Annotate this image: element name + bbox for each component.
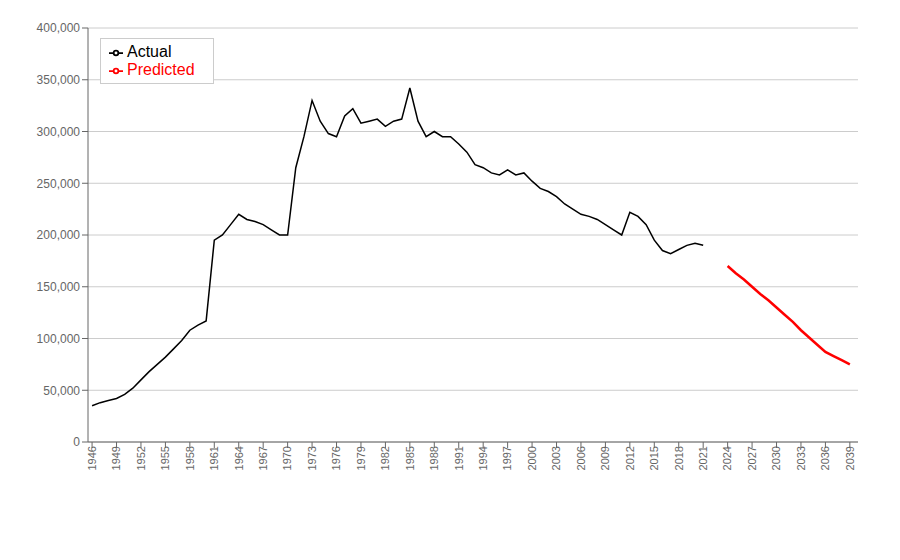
svg-text:1997: 1997 [501, 446, 513, 470]
svg-text:1973: 1973 [306, 446, 318, 470]
svg-text:1946: 1946 [86, 446, 98, 470]
svg-text:1976: 1976 [330, 446, 342, 470]
svg-text:1958: 1958 [184, 446, 196, 470]
svg-text:1982: 1982 [379, 446, 391, 470]
svg-text:1949: 1949 [110, 446, 122, 470]
svg-text:2000: 2000 [526, 446, 538, 470]
svg-text:2021: 2021 [697, 446, 709, 470]
svg-text:100,000: 100,000 [37, 332, 81, 346]
svg-text:1988: 1988 [428, 446, 440, 470]
svg-text:1985: 1985 [404, 446, 416, 470]
svg-text:50,000: 50,000 [43, 384, 80, 398]
svg-text:2024: 2024 [721, 446, 733, 470]
svg-text:2012: 2012 [624, 446, 636, 470]
svg-text:2033: 2033 [795, 446, 807, 470]
svg-text:1970: 1970 [281, 446, 293, 470]
svg-text:1979: 1979 [355, 446, 367, 470]
svg-text:250,000: 250,000 [37, 177, 81, 191]
svg-text:300,000: 300,000 [37, 125, 81, 139]
svg-text:2003: 2003 [550, 446, 562, 470]
svg-text:2039: 2039 [844, 446, 856, 470]
svg-text:1967: 1967 [257, 446, 269, 470]
svg-text:2036: 2036 [819, 446, 831, 470]
svg-text:350,000: 350,000 [37, 73, 81, 87]
svg-text:2030: 2030 [770, 446, 782, 470]
svg-text:2006: 2006 [575, 446, 587, 470]
svg-text:2009: 2009 [599, 446, 611, 470]
svg-text:1991: 1991 [453, 446, 465, 470]
svg-text:1961: 1961 [208, 446, 220, 470]
html-text:Actual: Actual [127, 43, 172, 60]
svg-text:2027: 2027 [746, 446, 758, 470]
html-text:Predicted: Predicted [127, 61, 195, 78]
svg-text:1952: 1952 [135, 446, 147, 470]
svg-text:200,000: 200,000 [37, 228, 81, 242]
svg-text:2015: 2015 [648, 446, 660, 470]
svg-text:2018: 2018 [673, 446, 685, 470]
svg-text:1964: 1964 [233, 446, 245, 470]
svg-text:1955: 1955 [159, 446, 171, 470]
svg-text:400,000: 400,000 [37, 21, 81, 35]
svg-text:150,000: 150,000 [37, 280, 81, 294]
svg-text:0: 0 [73, 435, 80, 449]
svg-text:1994: 1994 [477, 446, 489, 470]
